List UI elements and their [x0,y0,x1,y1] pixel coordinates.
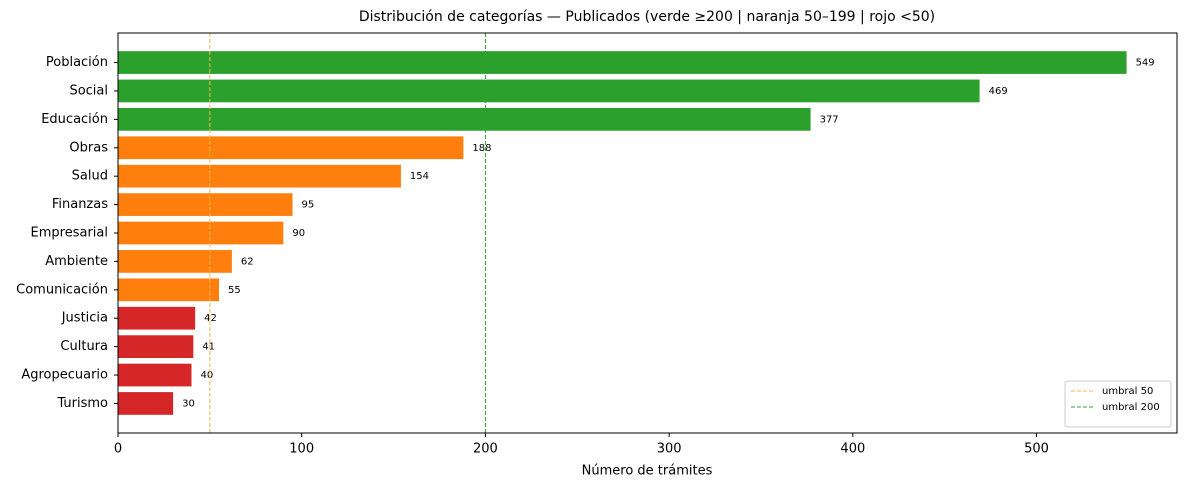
y-tick-label: Obras [69,140,108,155]
data-label: 55 [228,285,241,296]
bar [118,278,220,302]
y-tick-label: Agropecuario [21,368,108,383]
y-tick-label: Educación [41,112,108,127]
x-tick-label: 500 [1024,442,1049,457]
data-label: 188 [472,143,491,154]
data-label: 62 [241,256,254,267]
y-tick-label: Justicia [61,311,108,326]
data-label: 30 [182,398,195,409]
data-label: 90 [292,228,305,239]
bar [118,108,811,131]
bar [118,79,980,103]
legend-label: umbral 200 [1102,402,1160,413]
data-label: 42 [204,313,217,324]
y-tick-label: Cultura [60,339,108,354]
bar [118,392,174,415]
bar [118,193,293,216]
x-tick-label: 0 [114,442,122,457]
data-label: 40 [200,370,213,381]
y-tick-label: Turismo [56,396,108,411]
y-tick-label: Empresarial [31,226,108,241]
bar [118,306,196,330]
bar [118,51,1127,74]
chart-title: Distribución de categorías — Publicados … [359,9,935,25]
x-tick-label: 100 [289,442,314,457]
data-label: 41 [202,342,215,353]
legend-label: umbral 50 [1102,386,1153,397]
y-tick-label: Finanzas [52,197,108,212]
y-tick-label: Comunicación [16,282,108,297]
legend: umbral 50 umbral 200 [1064,380,1172,428]
data-label: 95 [302,200,315,211]
data-label: 469 [989,86,1008,97]
bar [118,136,464,160]
plot-frame [117,32,1178,434]
data-label: 377 [820,114,839,125]
y-tick-label: Social [69,83,108,98]
bar [118,335,194,358]
bar [118,363,192,387]
bar [118,164,401,188]
bar [118,250,232,273]
data-label: 549 [1136,58,1155,69]
bar [118,221,284,245]
x-tick-label: 400 [840,442,865,457]
data-label: 154 [410,171,429,182]
x-tick-label: 200 [473,442,498,457]
y-tick-label: Salud [72,169,108,184]
legend-box [1064,380,1172,428]
x-tick-label: 300 [657,442,682,457]
y-tick-label: Ambiente [45,254,108,269]
y-tick-label: Población [46,55,108,70]
x-axis-label: Número de trámites [582,464,713,479]
